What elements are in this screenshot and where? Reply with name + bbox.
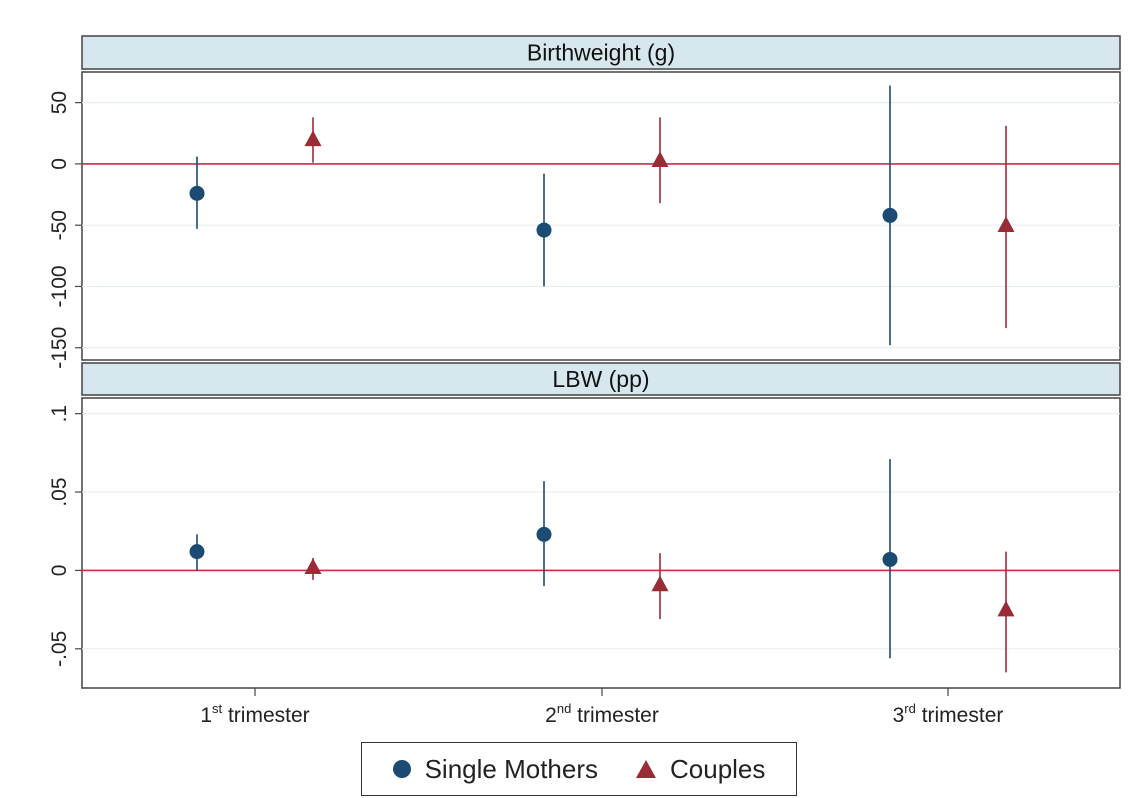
point-single-mothers [536,222,552,238]
plot-area [81,71,1121,361]
y-tick-label: -150 [48,327,71,369]
point-single-mothers [189,185,205,201]
legend-label: Couples [670,753,766,784]
point-couples [997,600,1015,617]
legend-label: Single Mothers [424,753,598,784]
panel-title: LBW (pp) [552,366,649,392]
point-couples [997,216,1015,232]
point-single-mothers [882,551,898,567]
legend-item-couples: Couples [636,754,765,785]
point-couples [304,130,322,147]
point-single-mothers [536,526,552,542]
legend-circle-marker [392,760,411,778]
y-tick-label: .05 [48,477,71,506]
legend-triangle-marker [636,760,656,778]
point-single-mothers [189,544,205,560]
y-tick-label: -50 [48,210,71,240]
point-couples [651,575,669,592]
y-tick-label: 50 [48,91,71,114]
y-tick-label: 0 [48,565,71,577]
panel-strip [81,35,1121,70]
plot-area [81,397,1121,689]
y-tick-label: .1 [48,405,71,423]
legend: Single Mothers Couples [361,742,797,796]
legend-item-single-mothers: Single Mothers [392,753,598,785]
point-couples [304,558,322,575]
y-tick-label: -100 [48,265,71,307]
y-tick-label: -.05 [48,631,71,667]
point-couples [651,151,669,167]
y-tick-label: 0 [48,158,71,170]
x-tick-label: 2nd trimester [545,701,659,727]
point-single-mothers [882,207,898,223]
panel-strip [81,362,1121,396]
panel-title: Birthweight (g) [527,40,675,66]
x-tick-label: 1st trimester [200,701,309,727]
x-tick-label: 3rd trimester [893,701,1004,727]
